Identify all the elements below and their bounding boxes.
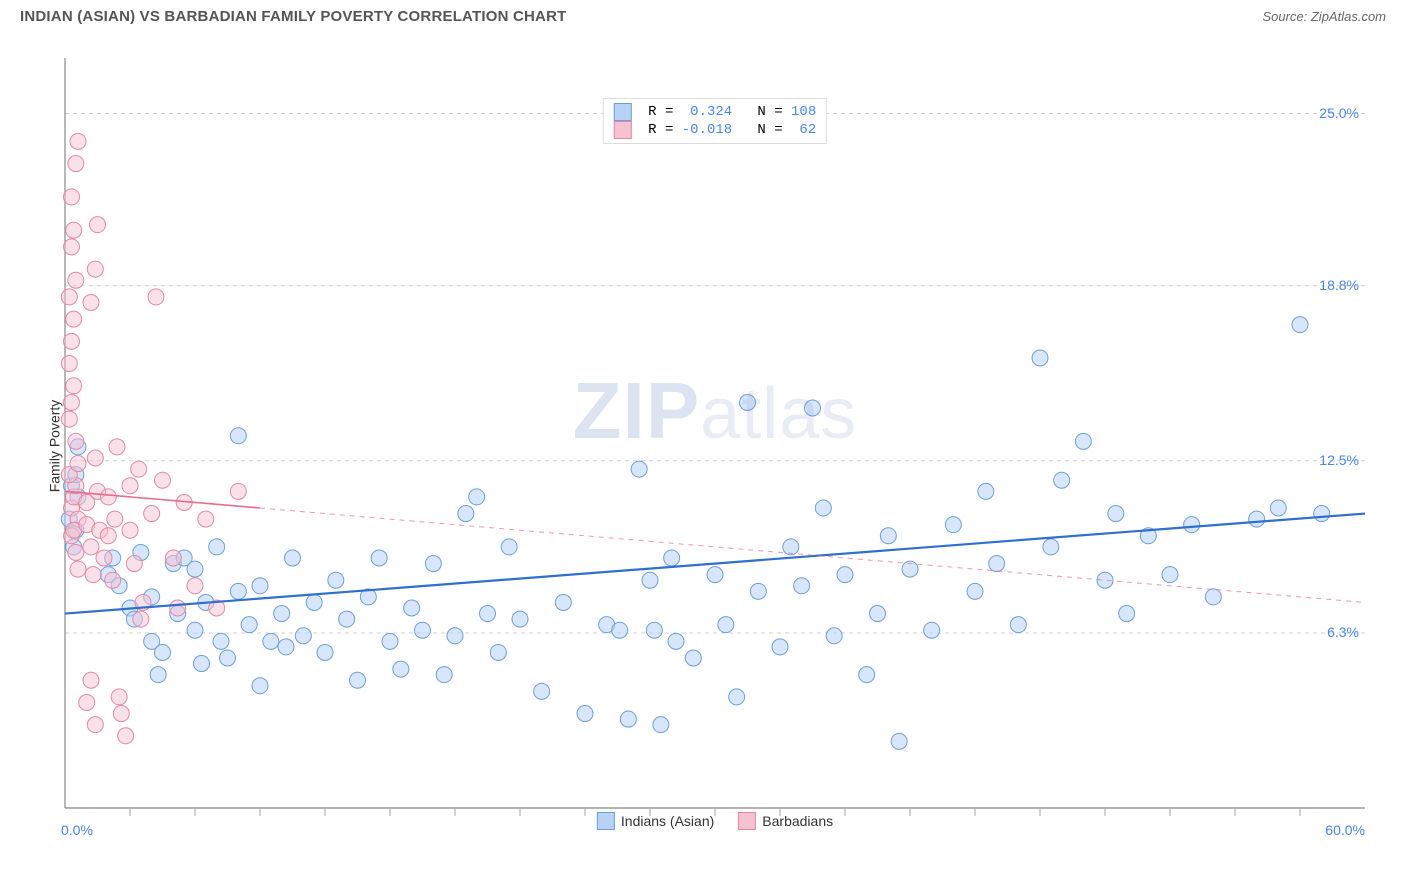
- x-start-label: 0.0%: [61, 822, 93, 838]
- correlation-legend: R = 0.324 N = 108 R = -0.018 N = 62: [603, 98, 827, 144]
- scatter-plot-svg: [45, 48, 1385, 838]
- chart-title: INDIAN (ASIAN) VS BARBADIAN FAMILY POVER…: [20, 8, 566, 25]
- legend-swatch: [614, 103, 632, 121]
- y-tick-label: 25.0%: [1319, 105, 1359, 121]
- legend-swatch: [738, 812, 756, 830]
- series-legend: Indians (Asian) Barbadians: [597, 812, 833, 830]
- y-tick-label: 12.5%: [1319, 452, 1359, 468]
- chart-area: ZIPatlas R = 0.324 N = 108 R = -0.018 N …: [45, 48, 1385, 838]
- legend-swatch: [614, 121, 632, 139]
- chart-header: INDIAN (ASIAN) VS BARBADIAN FAMILY POVER…: [0, 0, 1406, 25]
- legend-item: Barbadians: [738, 812, 833, 830]
- legend-label: Indians (Asian): [621, 813, 714, 829]
- legend-swatch: [597, 812, 615, 830]
- legend-stat-row: R = 0.324 N = 108: [614, 103, 816, 121]
- legend-stat-row: R = -0.018 N = 62: [614, 121, 816, 139]
- legend-item: Indians (Asian): [597, 812, 714, 830]
- y-tick-label: 18.8%: [1319, 277, 1359, 293]
- chart-source: Source: ZipAtlas.com: [1262, 9, 1386, 24]
- y-tick-label: 6.3%: [1327, 624, 1359, 640]
- x-end-label: 60.0%: [1325, 822, 1365, 838]
- legend-label: Barbadians: [762, 813, 833, 829]
